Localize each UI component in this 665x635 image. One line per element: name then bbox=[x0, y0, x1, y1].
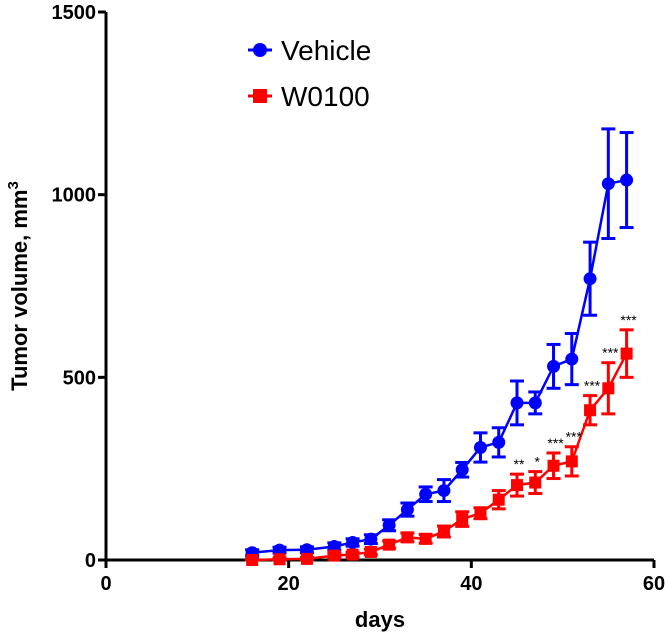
data-point bbox=[583, 272, 597, 286]
data-point bbox=[565, 352, 579, 366]
data-point bbox=[492, 435, 506, 449]
data-point bbox=[246, 554, 259, 566]
legend-marker bbox=[253, 89, 267, 103]
data-point bbox=[364, 545, 377, 558]
x-tick-label: 0 bbox=[100, 573, 111, 595]
data-point bbox=[300, 552, 313, 565]
data-point bbox=[328, 549, 341, 562]
data-point bbox=[565, 455, 578, 468]
data-point bbox=[473, 440, 487, 454]
data-point bbox=[419, 532, 432, 545]
data-point bbox=[437, 525, 450, 538]
data-point bbox=[511, 479, 523, 492]
x-tick-label: 20 bbox=[278, 573, 300, 595]
legend: Vehicle W0100 bbox=[248, 35, 371, 112]
legend-item-w0100: W0100 bbox=[248, 81, 370, 112]
data-point bbox=[474, 507, 487, 520]
data-point bbox=[602, 382, 615, 395]
data-point bbox=[273, 553, 286, 566]
data-point bbox=[400, 503, 414, 517]
data-point bbox=[528, 396, 542, 410]
data-point bbox=[437, 484, 451, 498]
significance-label: * bbox=[535, 454, 541, 470]
data-point bbox=[346, 548, 359, 561]
y-tick-label: 0 bbox=[85, 550, 96, 572]
data-point bbox=[601, 177, 615, 191]
series-layer bbox=[245, 127, 634, 566]
data-point bbox=[419, 487, 433, 501]
data-point bbox=[382, 518, 396, 532]
data-point bbox=[510, 396, 524, 410]
data-point bbox=[492, 493, 505, 506]
data-point bbox=[584, 404, 597, 417]
legend-item-vehicle: Vehicle bbox=[248, 35, 371, 66]
legend-label: W0100 bbox=[281, 81, 370, 112]
significance-annotations: ** **** ************ bbox=[514, 312, 638, 472]
axes: 0 500 1000 1500 0 20 40 60 days Tumor volume, mm3 bbox=[5, 2, 665, 632]
data-point bbox=[346, 535, 360, 549]
legend-marker bbox=[253, 43, 267, 57]
data-point bbox=[401, 531, 414, 544]
data-point bbox=[529, 476, 542, 489]
y-tick-label: 500 bbox=[63, 367, 96, 389]
significance-label: *** bbox=[620, 312, 637, 328]
series-w0100 bbox=[245, 328, 634, 566]
significance-label: *** bbox=[584, 378, 601, 394]
series-vehicle bbox=[245, 127, 634, 560]
y-axis-title: Tumor volume, mm3 bbox=[5, 181, 32, 391]
data-point bbox=[364, 532, 378, 546]
data-point bbox=[383, 538, 396, 551]
data-point bbox=[456, 513, 469, 526]
y-axis-title-superscript: 3 bbox=[5, 181, 22, 189]
significance-label: *** bbox=[566, 429, 583, 445]
data-point bbox=[547, 359, 561, 373]
data-point bbox=[620, 347, 633, 360]
significance-label: *** bbox=[547, 435, 564, 451]
y-tick-label: 1500 bbox=[52, 2, 97, 24]
data-point bbox=[547, 459, 560, 472]
y-tick-label: 1000 bbox=[52, 185, 97, 207]
significance-label: ** bbox=[514, 456, 525, 472]
x-tick-label: 40 bbox=[460, 573, 482, 595]
data-point bbox=[455, 463, 469, 477]
x-axis-title: days bbox=[355, 607, 405, 632]
x-tick-label: 60 bbox=[643, 573, 665, 595]
legend-label: Vehicle bbox=[281, 35, 371, 66]
data-point bbox=[620, 173, 634, 187]
significance-label: *** bbox=[602, 345, 619, 361]
